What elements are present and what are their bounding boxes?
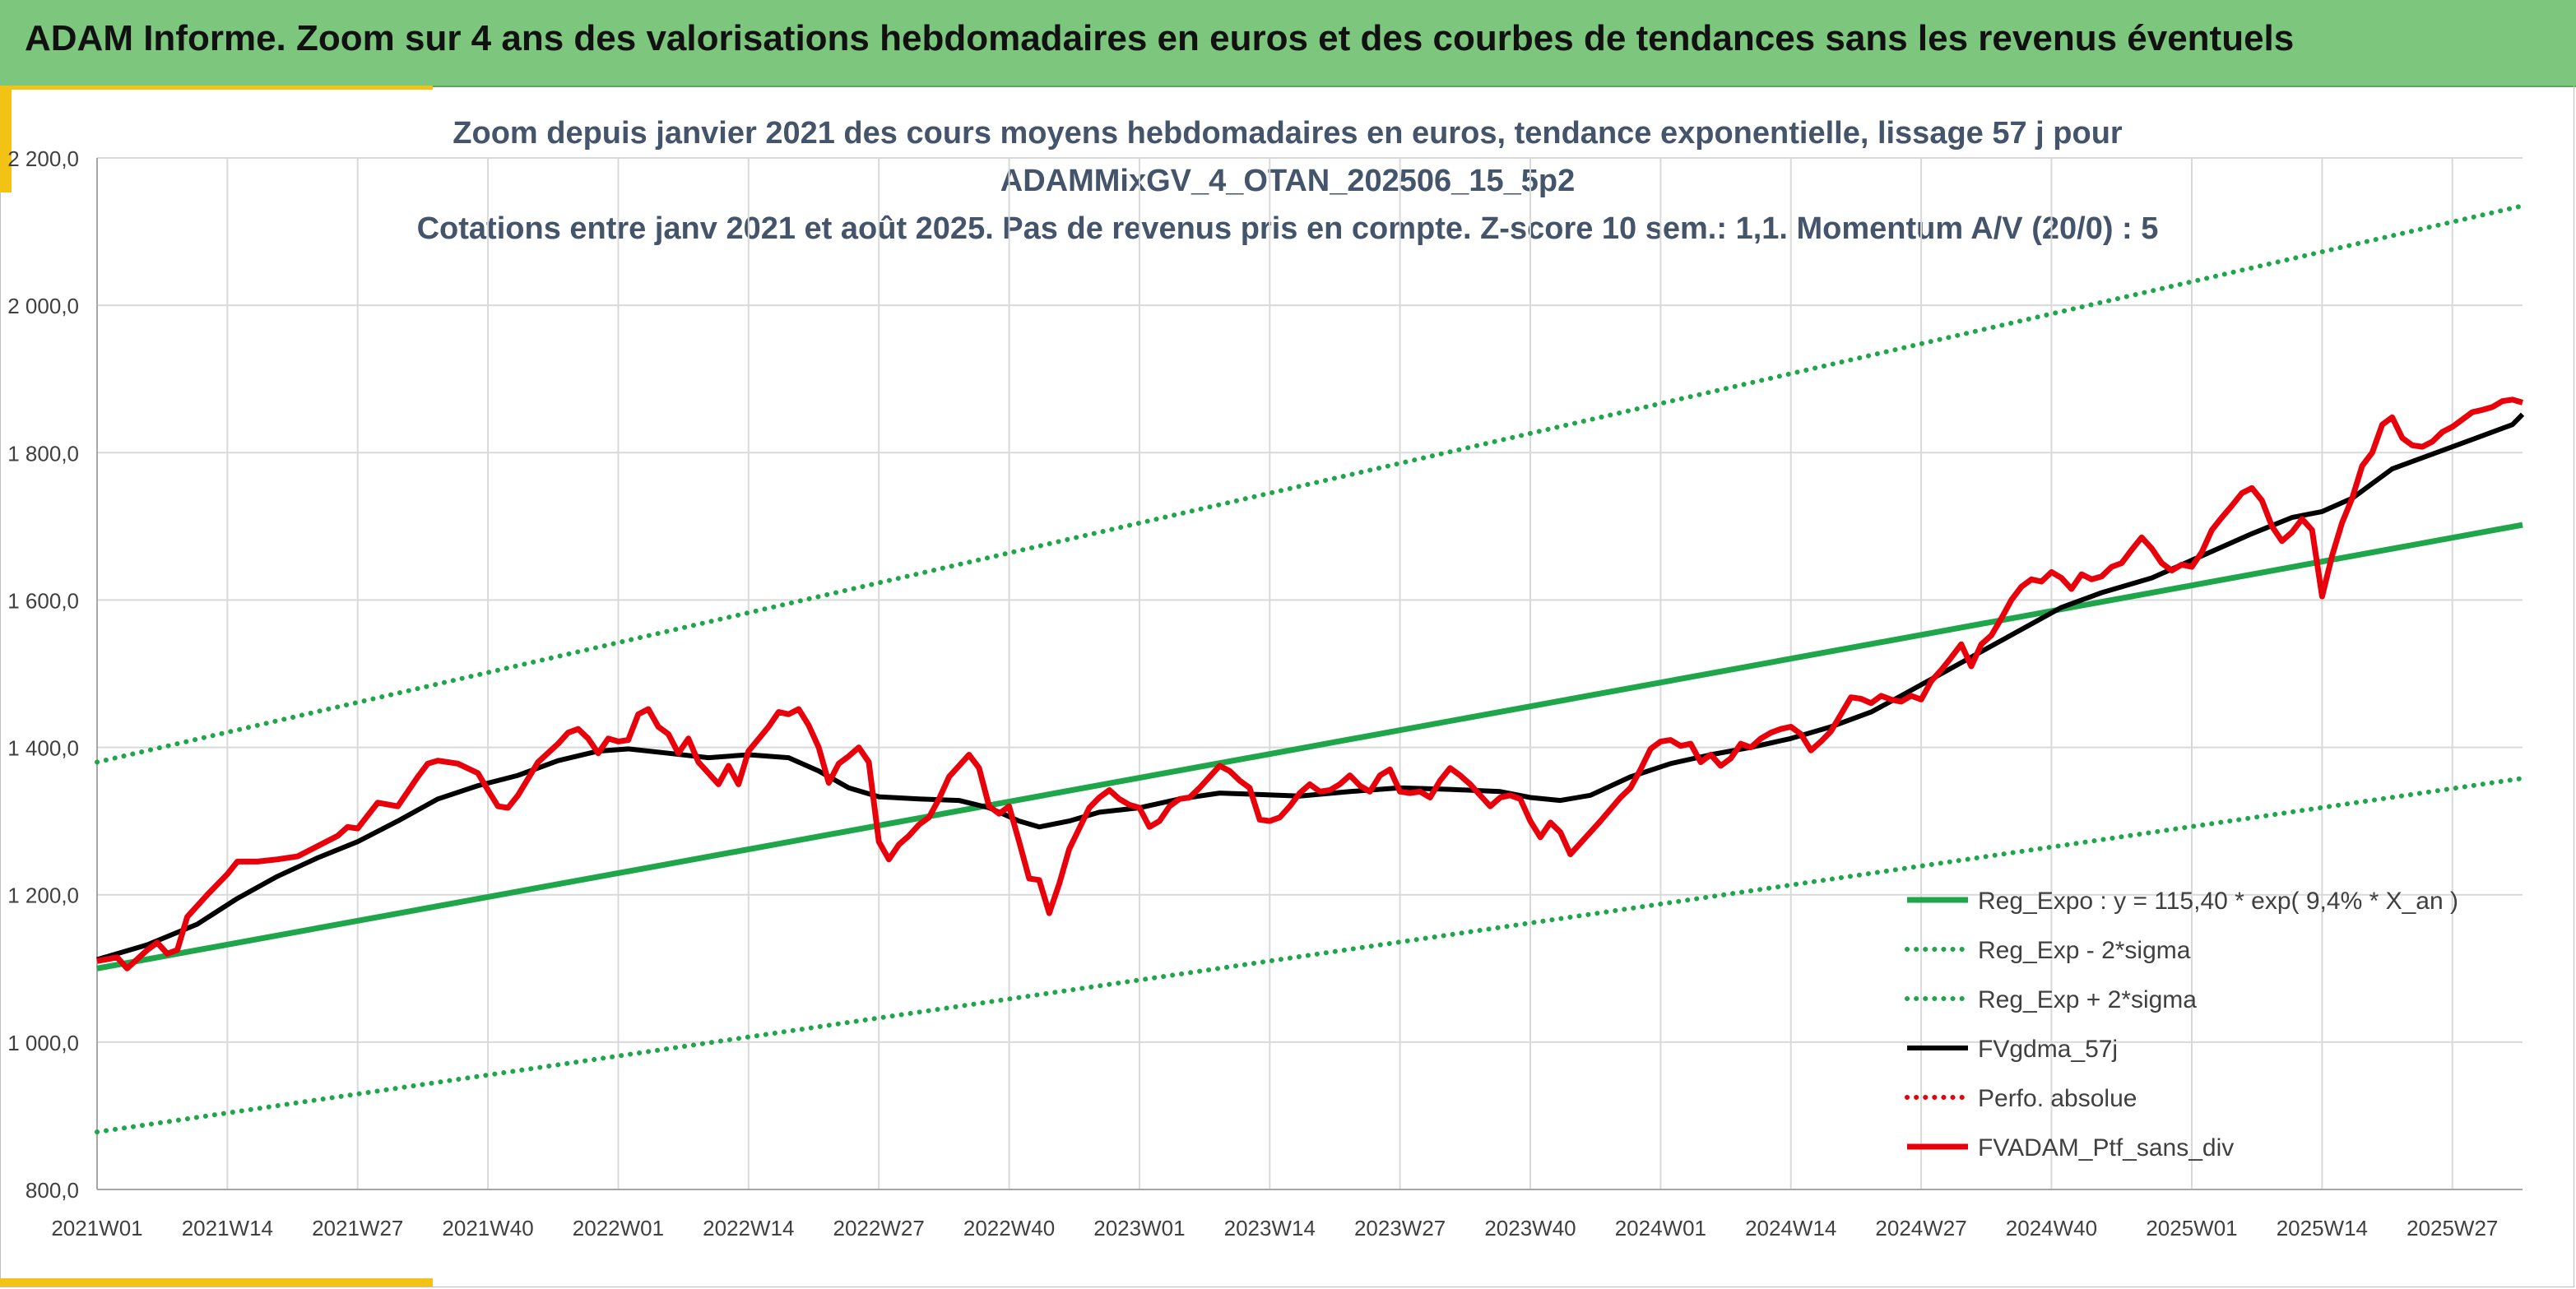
y-tick-label: 800,0 xyxy=(26,1178,79,1203)
x-tick-label: 2022W40 xyxy=(963,1216,1055,1240)
x-tick-label: 2021W40 xyxy=(442,1216,533,1240)
chart-series xyxy=(95,203,2525,1135)
x-tick-label: 2023W14 xyxy=(1224,1216,1316,1240)
legend-label: Reg_Exp + 2*sigma xyxy=(1978,986,2197,1013)
y-tick-label: 1 600,0 xyxy=(7,588,79,613)
legend-label: Reg_Exp - 2*sigma xyxy=(1978,937,2191,964)
x-tick-label: 2025W14 xyxy=(2277,1216,2368,1240)
legend-label: FVADAM_Ptf_sans_div xyxy=(1978,1134,2234,1161)
accent-bar-bottom-left xyxy=(0,1278,433,1287)
x-tick-label: 2023W01 xyxy=(1093,1216,1185,1240)
legend-label: FVgdma_57j xyxy=(1978,1036,2118,1063)
x-tick-label: 2025W01 xyxy=(2146,1216,2237,1240)
x-tick-label: 2024W40 xyxy=(2006,1216,2097,1240)
x-tick-label: 2024W01 xyxy=(1615,1216,1706,1240)
legend-label: Reg_Expo : y = 115,40 * exp( 9,4% * X_an… xyxy=(1978,888,2458,915)
series-line-fvgdma-57j xyxy=(96,412,2525,962)
y-tick-label: 1 800,0 xyxy=(7,441,79,466)
y-tick-label: 1 000,0 xyxy=(7,1031,79,1055)
y-tick-label: 1 400,0 xyxy=(7,736,79,761)
accent-bar-top-left-vertical xyxy=(0,86,12,192)
x-tick-label: 2022W27 xyxy=(833,1216,925,1240)
chart-axes: 800,0 1 000,0 1 200,0 1 400,0 1 600,0 1 800,0… xyxy=(7,146,2523,1240)
page-title: ADAM Informe. Zoom sur 4 ans des valoris… xyxy=(25,18,2295,58)
x-tick-label: 2021W14 xyxy=(182,1216,273,1240)
x-tick-label: 2021W27 xyxy=(312,1216,403,1240)
chart-legend: Reg_Expo : y = 115,40 * exp( 9,4% * X_an… xyxy=(1905,888,2458,1161)
y-tick-label: 1 200,0 xyxy=(7,883,79,908)
x-tick-label: 2022W01 xyxy=(573,1216,664,1240)
accent-bar-top-left xyxy=(0,86,433,90)
y-tick-label: 2 000,0 xyxy=(7,294,79,318)
series-line-reg-exp-2-sigma xyxy=(95,776,2525,1135)
x-tick-label: 2023W40 xyxy=(1484,1216,1576,1240)
chart-title-line: Cotations entre janv 2021 et août 2025. … xyxy=(417,211,2159,246)
chart-title-line: ADAMMixGV_4_OTAN_202506_15_5p2 xyxy=(1000,164,1575,198)
legend-label: Perfo. absolue xyxy=(1978,1085,2137,1112)
header-banner: ADAM Informe. Zoom sur 4 ans des valoris… xyxy=(0,0,2576,87)
series-line-fvadam-ptf-sans-div xyxy=(96,396,2523,971)
x-tick-label: 2022W14 xyxy=(703,1216,794,1240)
series-line-reg-expo-y-115-40-exp-9-4-x-an- xyxy=(96,522,2523,971)
chart-grid xyxy=(96,157,2523,1190)
chart-title: Zoom depuis janvier 2021 des cours moyen… xyxy=(417,116,2159,246)
x-tick-label: 2023W27 xyxy=(1354,1216,1446,1240)
x-tick-label: 2024W14 xyxy=(1745,1216,1836,1240)
y-tick-label: 2 200,0 xyxy=(7,146,79,171)
x-tick-label: 2024W27 xyxy=(1875,1216,1966,1240)
chart-frame xyxy=(0,86,2574,1287)
x-tick-label: 2025W27 xyxy=(2407,1216,2498,1240)
series-line-reg-exp-2-sigma xyxy=(95,203,2525,765)
x-tick-label: 2021W01 xyxy=(51,1216,142,1240)
chart-title-line: Zoom depuis janvier 2021 des cours moyen… xyxy=(453,116,2123,151)
